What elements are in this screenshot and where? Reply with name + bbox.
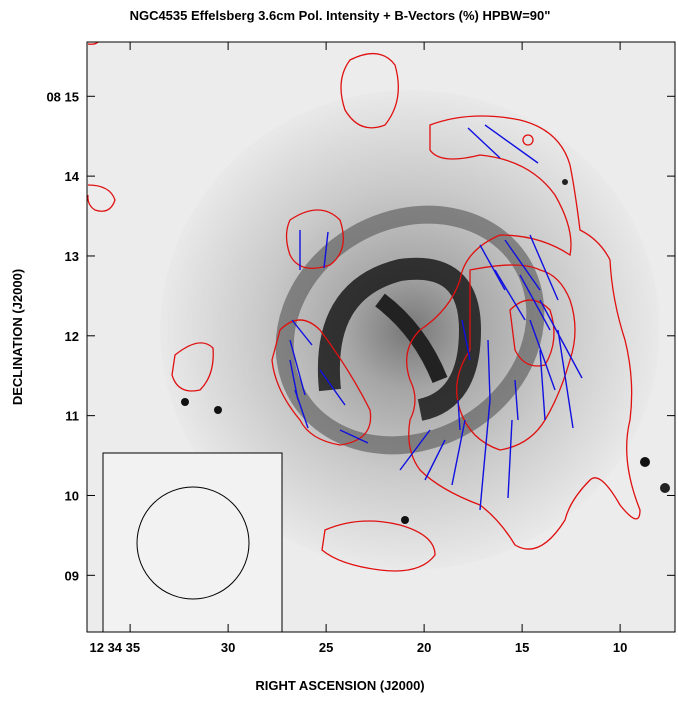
y-tick-label: 14 [65, 169, 80, 184]
contours [87, 41, 641, 622]
b-vectors [289, 124, 583, 511]
plot-frame [86, 41, 676, 633]
x-tick-label: 30 [221, 640, 235, 655]
y-tick-label: 10 [65, 488, 79, 503]
y-tick-label: 12 [65, 329, 79, 344]
x-tick-label: 12 34 35 [90, 640, 141, 655]
x-axis-label: RIGHT ASCENSION (J2000) [255, 678, 424, 693]
y-tick-label: 08 15 [46, 89, 79, 104]
y-tick-label: 09 [65, 568, 79, 583]
x-tick-label: 15 [515, 640, 529, 655]
beam-inset [102, 452, 283, 633]
y-tick-label: 11 [65, 409, 79, 424]
y-tick-label: 13 [65, 249, 79, 264]
x-tick-label: 20 [417, 640, 431, 655]
x-tick-label: 10 [613, 640, 627, 655]
chart-title: NGC4535 Effelsberg 3.6cm Pol. Intensity … [130, 8, 551, 23]
y-axis-label: DECLINATION (J2000) [10, 269, 25, 405]
x-tick-label: 25 [319, 640, 333, 655]
